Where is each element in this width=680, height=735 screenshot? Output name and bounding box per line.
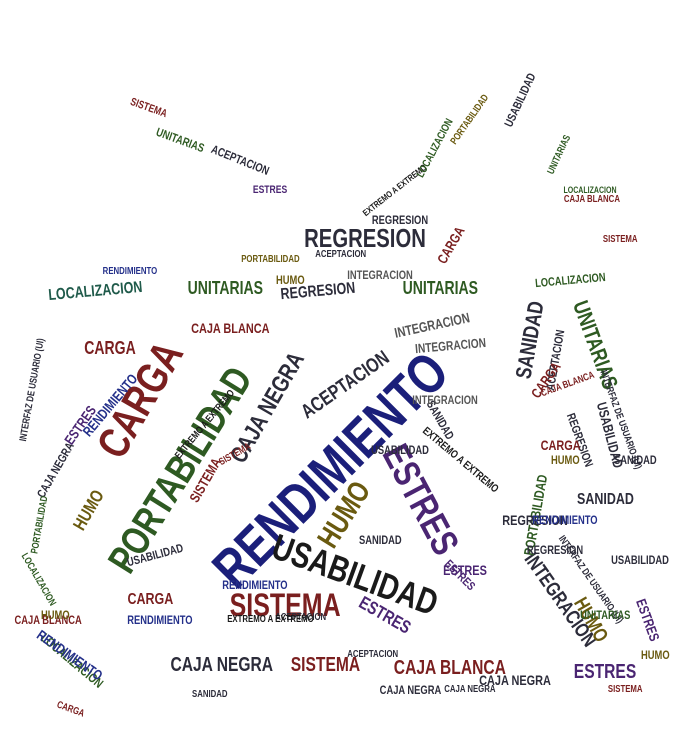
word-sistema: SISTEMA (229, 587, 341, 623)
word-carga: CARGA (433, 223, 468, 267)
word-caja-blanca: CAJA BLANCA (563, 194, 620, 205)
word-caja-negra: CAJA NEGRA (170, 654, 274, 676)
word-integracion: INTEGRACION (347, 268, 413, 282)
word-unitarias: UNITARIAS (402, 278, 478, 298)
word-portabilidad: PORTABILIDAD (28, 495, 50, 555)
word-rendimiento: RENDIMIENTO (222, 578, 288, 592)
word-caja-blanca: CAJA BLANCA (190, 320, 270, 336)
word-sanidad: SANIDAD (192, 689, 228, 700)
word-sistema: SISTEMA (290, 654, 360, 676)
word-localizacion: LOCALIZACION (18, 551, 58, 609)
word-aceptacion: ACEPTACION (274, 612, 326, 623)
word-caja-negra: CAJA NEGRA (479, 672, 551, 688)
word-carga: CARGA (126, 591, 173, 608)
word-localizacion: LOCALIZACION (563, 184, 617, 195)
word-estres: ESTRES (573, 661, 637, 683)
word-humo: HUMO (275, 273, 305, 287)
word-regresion: REGRESION (502, 512, 568, 528)
word-caja-negra: CAJA NEGRA (379, 683, 441, 697)
word-caja-blanca: CAJA BLANCA (393, 657, 506, 679)
word-integracion: INTEGRACION (392, 309, 472, 341)
word-humo: HUMO (68, 486, 108, 534)
word-caja-blanca: CAJA BLANCA (14, 613, 82, 627)
word-rendimiento: RENDIMIENTO (102, 266, 158, 277)
word-sanidad: SANIDAD (358, 533, 402, 547)
word-humo: HUMO (40, 608, 70, 622)
word-sanidad: SANIDAD (576, 491, 634, 508)
word-estres: ESTRES (443, 562, 487, 578)
word-aceptacion: ACEPTACION (314, 249, 366, 260)
word-sistema: SISTEMA (607, 684, 643, 695)
word-integracion: INTEGRACION (412, 393, 478, 407)
word-usabilidad: USABILIDAD (611, 553, 669, 567)
word-sistema: SISTEMA (602, 234, 638, 245)
word-carga: CARGA (540, 437, 581, 453)
word-carga: CARGA (84, 338, 136, 358)
word-interfaz-de-usuario-ui: INTERFAZ DE USUARIO (UI) (17, 337, 47, 443)
word-carga: CARGA (54, 699, 86, 720)
word-humo: HUMO (640, 648, 670, 662)
word-unitarias: UNITARIAS (154, 124, 207, 156)
word-localizacion: LOCALIZACION (47, 278, 143, 305)
word-rendimiento: RENDIMIENTO (34, 626, 106, 684)
word-aceptacion: ACEPTACION (209, 142, 272, 178)
word-integracion: INTEGRACION (413, 334, 487, 356)
word-unitarias: UNITARIAS (545, 133, 574, 177)
word-rendimiento: RENDIMIENTO (127, 613, 193, 627)
word-unitarias: UNITARIAS (187, 278, 263, 298)
word-estres: ESTRES (252, 183, 288, 196)
word-localizacion: LOCALIZACION (414, 116, 456, 180)
word-estres: ESTRES (633, 596, 663, 644)
word-sanidad: SANIDAD (613, 453, 657, 467)
word-rendimiento: RENDIMIENTO (532, 513, 598, 527)
word-usabilidad: USABILIDAD (371, 443, 429, 457)
word-regresion: REGRESION (371, 213, 429, 227)
word-caja-negra: CAJA NEGRA (33, 439, 77, 501)
word-humo: HUMO (550, 453, 580, 467)
word-unitarias: UNITARIAS (580, 608, 631, 622)
word-localizacion: LOCALIZACION (533, 269, 606, 291)
word-portabilidad: PORTABILIDAD (448, 92, 491, 147)
word-sistema: SISTEMA (128, 95, 169, 120)
word-regresion: REGRESION (304, 223, 426, 253)
word-regresion: REGRESION (526, 543, 584, 557)
word-caja-negra: CAJA NEGRA (444, 684, 496, 695)
word-portabilidad: PORTABILIDAD (240, 254, 300, 265)
word-usabilidad: USABILIDAD (501, 70, 539, 130)
word-extremo-a-extremo: EXTREMO A EXTREMO (226, 614, 314, 625)
word-aceptacion: ACEPTACION (346, 649, 398, 660)
